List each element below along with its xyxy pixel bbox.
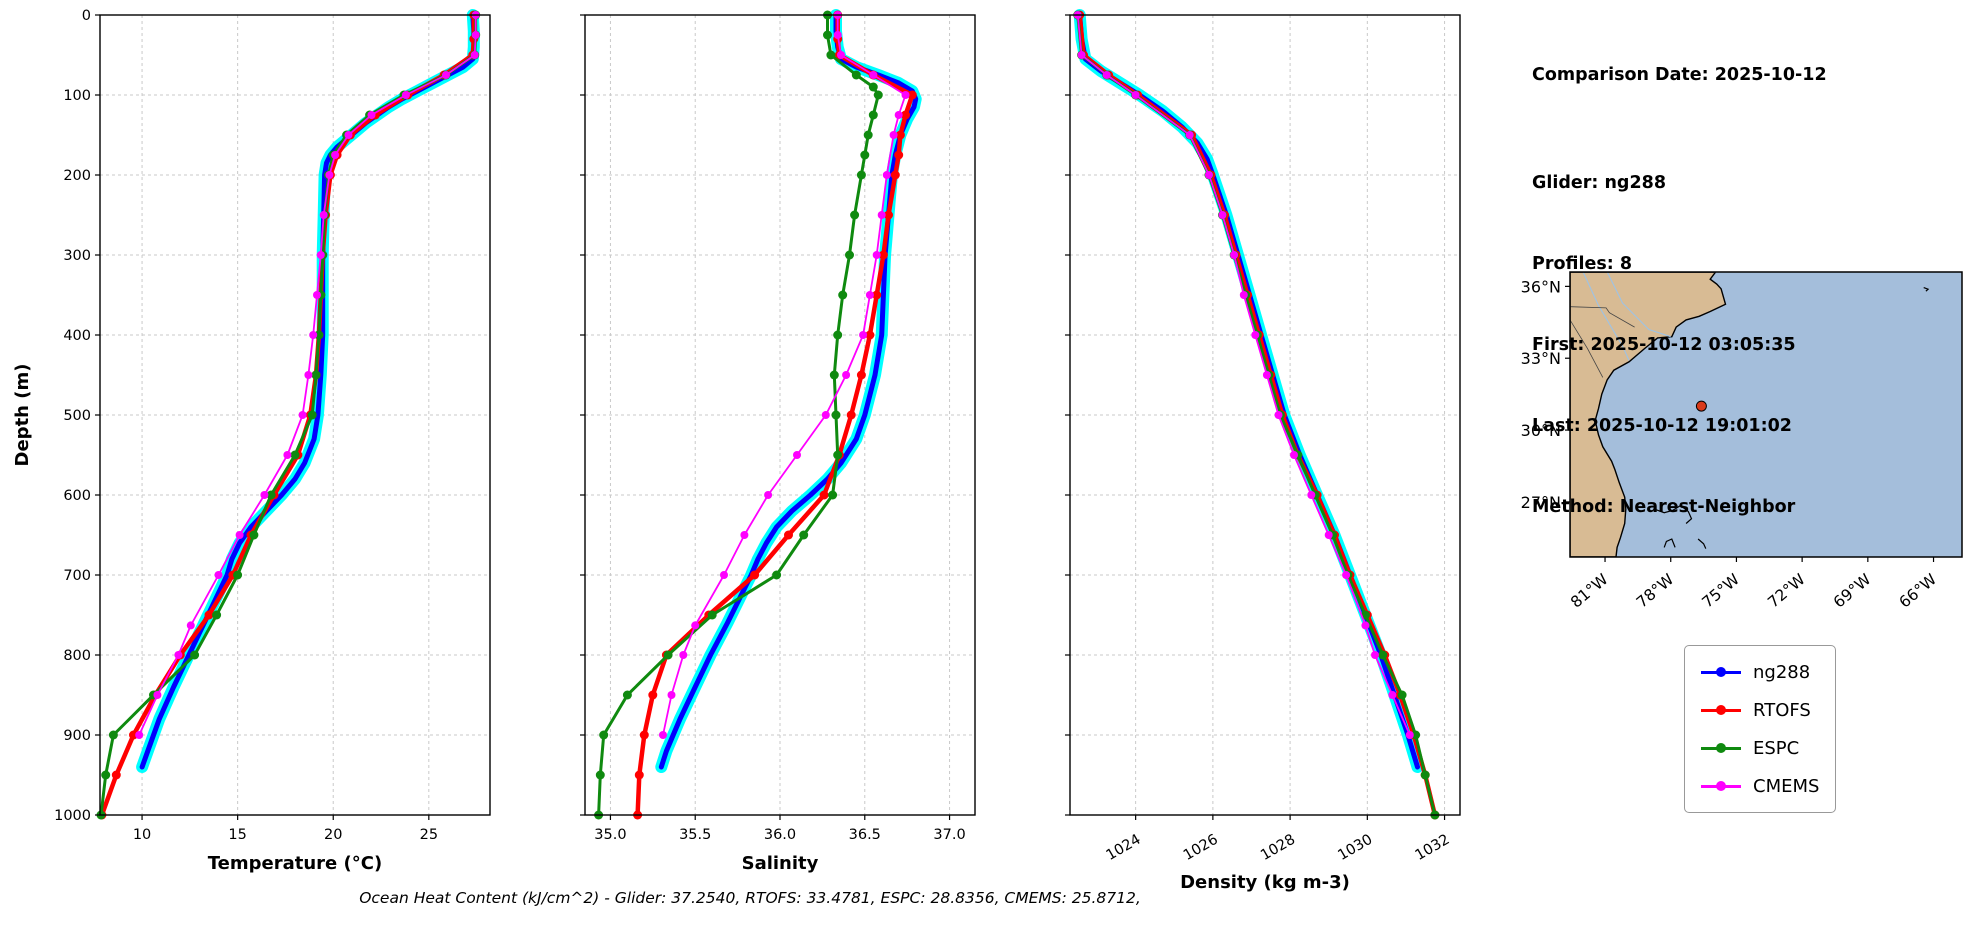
svg-text:36.5: 36.5 bbox=[849, 827, 881, 843]
svg-text:900: 900 bbox=[63, 728, 91, 744]
salinity-axis-label: Salinity bbox=[742, 853, 819, 874]
svg-text:400: 400 bbox=[63, 328, 91, 344]
depth-axis-label: Depth (m) bbox=[12, 364, 33, 467]
last-profile-time: Last: 2025-10-12 19:01:02 bbox=[1532, 416, 1792, 436]
svg-text:36.0: 36.0 bbox=[764, 827, 796, 843]
legend-label-espc: ESPC bbox=[1753, 737, 1800, 759]
svg-text:15: 15 bbox=[228, 827, 246, 843]
svg-text:75°W: 75°W bbox=[1699, 570, 1743, 611]
method: Method: Nearest-Neighbor bbox=[1532, 497, 1796, 517]
legend-label-cmems: CMEMS bbox=[1753, 775, 1820, 797]
svg-text:1032: 1032 bbox=[1413, 832, 1453, 864]
svg-text:27°N: 27°N bbox=[1521, 493, 1561, 512]
river bbox=[1582, 272, 1630, 361]
svg-text:100: 100 bbox=[63, 88, 91, 104]
info-panel: Comparison Date: 2025-10-12 Glider: ng28… bbox=[1532, 8, 1827, 575]
axis-ticks: 10 15 20 25 0 100 200 300 400 500 600 700 800 900 1000 bbox=[54, 8, 438, 843]
series-ng288 bbox=[658, 12, 919, 770]
svg-text:78°W: 78°W bbox=[1633, 570, 1677, 611]
svg-text:66°W: 66°W bbox=[1896, 570, 1940, 611]
legend-entry-rtofs: RTOFS bbox=[1701, 696, 1819, 724]
svg-text:36°N: 36°N bbox=[1521, 277, 1561, 296]
state-border bbox=[1570, 319, 1604, 378]
svg-text:1030: 1030 bbox=[1335, 832, 1375, 864]
state-border bbox=[1570, 306, 1635, 328]
svg-text:300: 300 bbox=[63, 248, 91, 264]
legend-line-marker-espc bbox=[1701, 741, 1741, 755]
svg-text:1026: 1026 bbox=[1181, 832, 1221, 864]
comparison-date: Comparison Date: 2025-10-12 bbox=[1532, 65, 1827, 85]
svg-text:33°N: 33°N bbox=[1521, 349, 1561, 368]
svg-text:200: 200 bbox=[63, 168, 91, 184]
axis-ticks: 35.0 35.5 36.0 36.5 37.0 bbox=[580, 14, 966, 843]
legend-entry-cmems: CMEMS bbox=[1701, 772, 1819, 800]
svg-text:72°W: 72°W bbox=[1764, 570, 1808, 611]
island-outline bbox=[1663, 538, 1676, 548]
svg-text:10: 10 bbox=[133, 827, 151, 843]
grid bbox=[1070, 14, 1460, 816]
svg-text:800: 800 bbox=[63, 648, 91, 664]
island-outline bbox=[1923, 287, 1930, 292]
salinity-plot: 35.0 35.5 36.0 36.5 37.0 Salinity bbox=[580, 9, 976, 874]
density-axis-label: Density (kg m-3) bbox=[1180, 872, 1350, 893]
river bbox=[1606, 272, 1671, 338]
legend-entry-ng288: ng288 bbox=[1701, 658, 1819, 686]
series-ESPC bbox=[594, 10, 883, 820]
svg-text:25: 25 bbox=[420, 827, 438, 843]
legend-entry-espc: ESPC bbox=[1701, 734, 1819, 762]
svg-text:35.5: 35.5 bbox=[679, 827, 711, 843]
ocean-heat-content-caption: Ocean Heat Content (kJ/cm^2) - Glider: 3… bbox=[359, 889, 1141, 907]
svg-text:20: 20 bbox=[324, 827, 342, 843]
island-outline bbox=[1697, 538, 1707, 549]
legend-label-rtofs: RTOFS bbox=[1753, 699, 1811, 721]
series-CMEMS bbox=[135, 11, 480, 739]
land-coastline bbox=[1570, 272, 1727, 557]
density-plot: 1024 1026 1028 1030 1032 Density (kg m-3) bbox=[1065, 9, 1461, 893]
series-CMEMS bbox=[659, 11, 910, 739]
legend-line-marker-rtofs bbox=[1701, 703, 1741, 717]
glider-location-marker bbox=[1695, 400, 1707, 412]
svg-text:81°W: 81°W bbox=[1567, 570, 1611, 611]
first-profile-time: First: 2025-10-12 03:05:35 bbox=[1532, 335, 1796, 355]
svg-text:30°N: 30°N bbox=[1521, 421, 1561, 440]
svg-text:35.0: 35.0 bbox=[594, 827, 626, 843]
svg-text:1028: 1028 bbox=[1258, 832, 1298, 864]
profiles-count: Profiles: 8 bbox=[1532, 254, 1633, 274]
legend-line-marker-ng288 bbox=[1701, 665, 1741, 679]
island-outline bbox=[1654, 504, 1693, 524]
svg-text:600: 600 bbox=[63, 488, 91, 504]
temperature-plot: 10 15 20 25 0 100 200 300 400 500 600 700 800 900 1000… bbox=[12, 8, 491, 874]
svg-text:1024: 1024 bbox=[1104, 832, 1144, 864]
svg-text:69°W: 69°W bbox=[1830, 570, 1874, 611]
legend-label-ng288: ng288 bbox=[1753, 661, 1811, 683]
svg-text:500: 500 bbox=[63, 408, 91, 424]
svg-text:37.0: 37.0 bbox=[933, 827, 965, 843]
svg-text:0: 0 bbox=[82, 8, 91, 24]
temperature-axis-label: Temperature (°C) bbox=[208, 853, 382, 874]
legend-line-marker-cmems bbox=[1701, 779, 1741, 793]
svg-text:1000: 1000 bbox=[54, 808, 91, 824]
glider-name: Glider: ng288 bbox=[1532, 173, 1666, 193]
svg-text:700: 700 bbox=[63, 568, 91, 584]
legend: ng288 RTOFS ESPC CMEMS bbox=[1684, 645, 1837, 813]
